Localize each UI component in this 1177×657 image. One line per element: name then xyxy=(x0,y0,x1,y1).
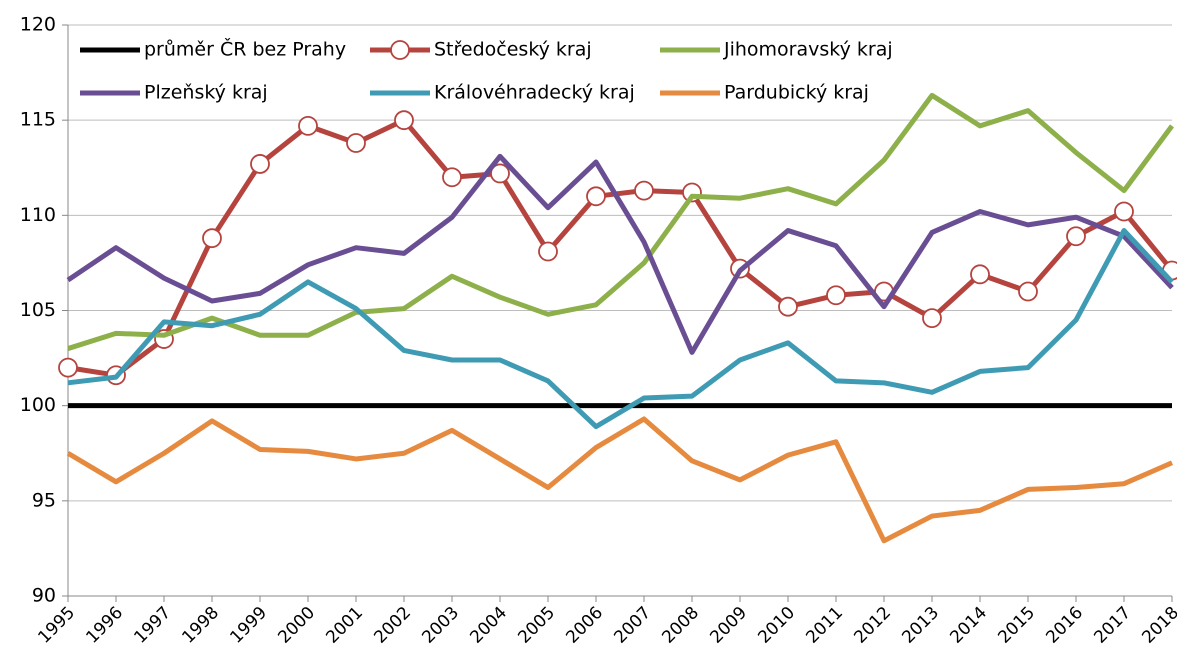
point-marker xyxy=(250,154,270,174)
x-tick-label: 2018 xyxy=(1138,603,1177,648)
point-marker xyxy=(442,167,462,188)
x-tick-label: 2003 xyxy=(418,603,463,648)
point-marker xyxy=(538,241,558,262)
point-marker xyxy=(394,110,414,131)
point-marker xyxy=(586,186,606,207)
x-tick-label: 2002 xyxy=(370,603,415,648)
legend-label: Královéhradecký kraj xyxy=(434,82,635,104)
series-line xyxy=(67,92,1175,351)
x-tick-label: 2010 xyxy=(754,603,799,648)
point-marker xyxy=(826,285,846,306)
y-tick-label: 110 xyxy=(20,204,56,226)
series-line xyxy=(66,416,1173,544)
y-tick-label: 95 xyxy=(32,489,56,511)
x-tick-label: 2009 xyxy=(706,603,751,648)
point-marker xyxy=(490,163,510,184)
x-tick-label: 2013 xyxy=(898,603,943,648)
point-marker xyxy=(298,115,318,136)
legend-label: Plzeňský kraj xyxy=(144,82,268,104)
series-line xyxy=(67,117,1174,378)
point-marker xyxy=(1114,201,1134,222)
x-tick-label: 1998 xyxy=(178,603,223,648)
legend-label: Pardubický kraj xyxy=(724,82,869,104)
legend-label: Jihomoravský kraj xyxy=(723,39,893,61)
x-tick-label: 2011 xyxy=(802,603,847,648)
x-tick-label: 2015 xyxy=(994,603,1039,648)
point-marker xyxy=(346,133,366,153)
legend-label: Středočeský kraj xyxy=(434,39,592,61)
point-marker xyxy=(922,308,942,329)
series-line xyxy=(67,228,1174,430)
x-tick-label: 2005 xyxy=(514,603,559,648)
y-tick-label: 115 xyxy=(20,109,56,131)
y-tick-label: 100 xyxy=(20,394,56,416)
x-tick-label: 1999 xyxy=(226,603,271,648)
point-marker xyxy=(58,357,78,378)
x-tick-label: 2016 xyxy=(1042,603,1087,648)
x-tick-label: 2008 xyxy=(658,603,703,648)
x-tick-label: 2014 xyxy=(946,603,991,648)
x-tick-label: 2001 xyxy=(322,603,367,648)
x-tick-label: 1995 xyxy=(34,603,79,648)
y-tick-label: 105 xyxy=(20,299,56,321)
x-tick-label: 2000 xyxy=(274,603,319,648)
point-marker xyxy=(1066,226,1086,247)
x-tick-label: 2004 xyxy=(466,603,511,648)
y-tick-label: 120 xyxy=(20,14,56,36)
x-tick-label: 2017 xyxy=(1090,603,1135,648)
y-tick-label: 90 xyxy=(32,585,56,607)
x-tick-label: 2006 xyxy=(562,603,607,648)
point-marker xyxy=(202,228,222,249)
x-tick-label: 2007 xyxy=(610,603,655,648)
legend-label: průměr ČR bez Prahy xyxy=(144,37,346,61)
x-tick-label: 1996 xyxy=(82,603,127,648)
point-marker xyxy=(1018,281,1038,302)
point-marker xyxy=(778,296,798,317)
legend-marker xyxy=(390,40,410,60)
point-marker xyxy=(970,264,990,285)
series-line xyxy=(66,153,1174,355)
point-marker xyxy=(634,180,654,201)
x-tick-label: 2012 xyxy=(850,603,895,648)
x-tick-label: 1997 xyxy=(130,603,175,648)
